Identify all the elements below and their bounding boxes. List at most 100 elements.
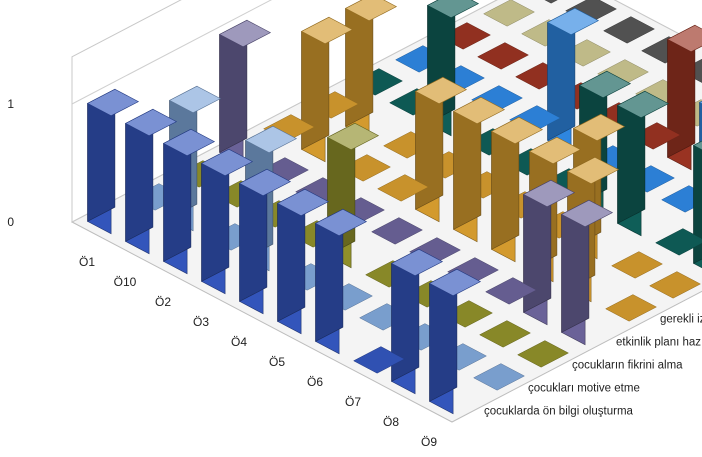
bar-top-face (86, 88, 140, 117)
bar (603, 16, 655, 44)
bar-top-face (428, 268, 482, 297)
category-label: Ö10 (114, 275, 137, 289)
category-label: Ö3 (193, 315, 209, 329)
bar-top-face (572, 113, 626, 142)
bar-side-face (693, 140, 702, 264)
series-label: çocukları motive etme (528, 383, 640, 395)
bar-floor-tile (661, 185, 702, 213)
bar (124, 108, 178, 255)
bar-floor-tile (605, 294, 657, 322)
bar-top-face (414, 76, 468, 105)
bar-top-face (578, 70, 632, 99)
bar (314, 208, 368, 355)
chart-walls (71, 0, 702, 223)
bar-floor-tile (649, 271, 701, 299)
bar (616, 90, 670, 237)
side-wall (71, 0, 498, 223)
bar-top-face (218, 19, 272, 48)
bar (473, 363, 525, 391)
bar (276, 188, 330, 335)
bar (605, 294, 657, 322)
bar-top-face (692, 140, 702, 151)
bar (162, 128, 216, 275)
bar-floor-tile (517, 340, 569, 368)
bar-floor-tile (377, 174, 429, 202)
bar-top-face (490, 116, 544, 145)
bar (661, 185, 702, 213)
bar-top-face (300, 16, 354, 45)
bar-floor-tile (655, 228, 702, 256)
bar (377, 174, 429, 202)
chart-labels: 0 1 Ö1 Ö10 Ö2 Ö3 Ö4 Ö5 Ö6 Ö7 Ö8 Ö9 çocuklarda ön bil… (7, 97, 702, 449)
bar (452, 96, 506, 243)
bar (560, 199, 614, 346)
bar-top-face (168, 85, 222, 114)
series-label: çocukların fikrini alma (572, 360, 683, 372)
bar (477, 42, 529, 70)
bar (611, 251, 663, 279)
category-label: Ö4 (231, 335, 247, 349)
bar (517, 340, 569, 368)
bar (655, 228, 702, 256)
category-label: Ö2 (155, 295, 171, 309)
bar-top-face (162, 128, 216, 157)
bar (479, 320, 531, 348)
bar-top-face (276, 188, 330, 217)
category-label: Ö8 (383, 415, 399, 429)
bar (483, 0, 535, 27)
bar (666, 24, 702, 171)
back-wall (613, 0, 702, 47)
bar-top-face (666, 24, 702, 53)
bar-floor-tile (483, 0, 535, 27)
bar-top-face (616, 90, 670, 119)
bar (353, 346, 405, 374)
bar (200, 148, 254, 295)
series-label: gerekli izinleri alma (660, 314, 702, 326)
bar (649, 271, 701, 299)
bar-top-face (200, 148, 254, 177)
bar-top-face (344, 0, 398, 22)
bar (86, 88, 140, 235)
bar-floor-tile (544, 0, 558, 4)
bar-top-face (546, 7, 600, 36)
chart-bars (86, 0, 702, 415)
bar-top-face (124, 108, 178, 137)
y-tick-label: 0 (7, 215, 14, 229)
gridline (71, 0, 273, 105)
bar-top-face (698, 100, 702, 105)
bar (238, 168, 292, 315)
category-label: Ö1 (79, 255, 95, 269)
bar-top-face (566, 156, 620, 185)
bar (544, 0, 558, 4)
bar-floor-tile (603, 16, 655, 44)
bar-top-face (528, 136, 582, 165)
category-label: Ö9 (421, 435, 437, 449)
bar-floor-tile (371, 217, 423, 245)
bar-floor-tile (485, 277, 537, 305)
category-label: Ö6 (307, 375, 323, 389)
bar-floor-tile (477, 42, 529, 70)
bar-top-face (390, 248, 444, 277)
bar-top-face (452, 96, 506, 125)
category-label: Ö7 (345, 395, 361, 409)
bar-top-face (244, 125, 298, 154)
bar (490, 116, 544, 263)
y-tick-label: 1 (7, 97, 14, 111)
bar-floor-tile (479, 320, 531, 348)
bar-floor-tile (611, 251, 663, 279)
bar (692, 140, 702, 269)
bar-floor-tile (353, 346, 405, 374)
bar (428, 268, 482, 415)
bar-top-face (326, 122, 380, 151)
bar-top-face (522, 179, 576, 208)
category-label: Ö5 (269, 355, 285, 369)
bar (371, 217, 423, 245)
series-label: etkinlik planı hazırlama (616, 337, 702, 349)
bar-top-face (314, 208, 368, 237)
bar-top-face (560, 199, 614, 228)
series-label: çocuklarda ön bilgi oluşturma (484, 406, 634, 418)
bar (485, 277, 537, 305)
bar-side-face (345, 0, 374, 127)
